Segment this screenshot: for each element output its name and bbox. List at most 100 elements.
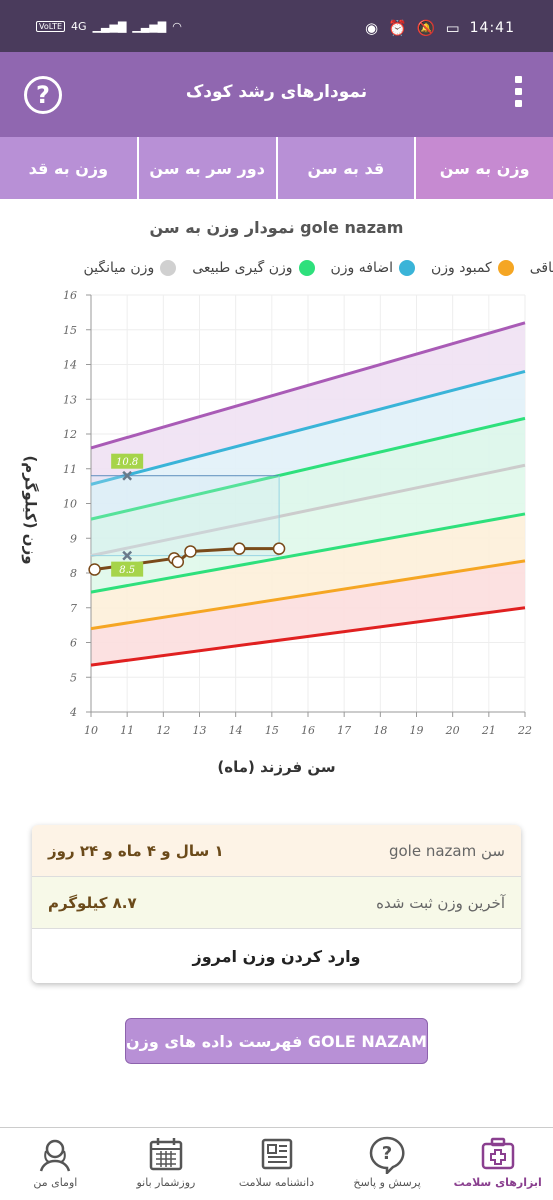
y-tick-label: 11	[63, 463, 77, 476]
series-line	[90, 512, 526, 594]
x-tick-label: 19	[410, 724, 424, 737]
legend-dot-average	[160, 260, 177, 276]
y-tick-label: 15	[63, 324, 77, 337]
newspaper-icon	[261, 1138, 292, 1170]
enter-weight-button[interactable]: وارد کردن وزن امروز	[32, 929, 521, 983]
y-axis-label-text: وزن (کیلوگرم)	[22, 455, 40, 565]
child-weight-point	[171, 555, 185, 569]
x-tick-label: 15	[265, 724, 279, 737]
nav-label: دانشنامه سلامت	[238, 1176, 315, 1189]
x-tick-label: 12	[156, 724, 170, 737]
legend-item-normal: وزن گیری طبیعی	[192, 260, 315, 276]
wifi-icon: ◠	[172, 20, 182, 33]
y-tick-label: 6	[70, 637, 77, 650]
series-line	[90, 369, 526, 486]
y-tick-label: 13	[63, 393, 77, 406]
bottom-nav: ابزارهای سلامت ? پرسش و پاسخ دانشنامه سل…	[0, 1127, 553, 1200]
tab-weight-height[interactable]: وزن به قد	[28, 158, 109, 178]
marker-label: 10.8	[116, 457, 138, 468]
x-tick-label: 10	[84, 724, 98, 737]
signal-icon-2: ▁▃▅▇	[132, 20, 167, 33]
nav-label: روزشمار بانو	[136, 1176, 196, 1189]
y-axis-label: وزن (کیلوگرم)	[11, 455, 51, 565]
legend-label: وزن میانگین	[83, 260, 155, 276]
x-tick-label: 14	[229, 724, 243, 737]
medical-kit-icon	[481, 1137, 514, 1170]
woman-avatar-icon	[40, 1139, 71, 1172]
age-row: سن gole nazam ۱ سال و ۴ ماه و ۲۴ روز	[32, 825, 521, 877]
growth-chart[interactable]: 10 11 12 13 14 15 16 17 18 19 20 21 22 4 5 6 7 8 9 10 11 12 13…	[0, 285, 553, 750]
status-right: ◉ ⏰ 🔕 ▭ 14:41	[365, 19, 515, 37]
question-bubble-icon: ?	[369, 1136, 405, 1174]
app-bar: ? نمودارهای رشد کودک	[0, 52, 553, 137]
chart-band	[91, 513, 525, 629]
x-tick-label: 21	[481, 724, 496, 737]
nav-health-tools[interactable]: ابزارهای سلامت	[442, 1128, 553, 1200]
marker-label: 8.5	[119, 565, 135, 576]
y-tick-label: 4	[69, 706, 77, 719]
legend-dot-underweight	[497, 260, 514, 276]
legend-item-average: وزن میانگین	[83, 260, 177, 276]
child-weight-point	[88, 563, 101, 576]
legend-dot-overweight	[399, 260, 416, 276]
y-tick-label: 8	[70, 567, 77, 580]
nav-label: ابزارهای سلامت	[453, 1176, 542, 1189]
y-tick-label: 12	[63, 428, 77, 441]
nav-label: پرسش و پاسخ	[353, 1176, 421, 1189]
x-tick-label: 20	[445, 724, 460, 737]
tab-weight-age[interactable]: وزن به سن	[414, 137, 553, 199]
x-tick-label: 16	[301, 724, 315, 737]
y-tick-label: 7	[70, 602, 77, 615]
signal-icon: ▁▃▅▇	[92, 20, 127, 33]
series-line	[90, 321, 526, 450]
y-tick-label: 9	[70, 532, 77, 545]
volte-badge: VoLTE	[36, 21, 66, 32]
y-tick-label: 16	[63, 289, 77, 302]
weight-list-button[interactable]: فهرست داده های وزن GOLE NAZAM	[125, 1018, 428, 1064]
nav-calendar[interactable]: روزشمار بانو	[111, 1128, 222, 1200]
nav-profile[interactable]: اومای من	[0, 1128, 111, 1200]
series-line	[90, 463, 526, 558]
network-type: 4G	[71, 20, 87, 33]
x-tick-label: 22	[517, 724, 532, 737]
series-line	[90, 416, 526, 521]
marker-label-bg	[111, 561, 144, 577]
marker-cross	[122, 470, 133, 481]
series-line	[90, 559, 526, 631]
y-tick-label: 5	[70, 671, 77, 684]
age-value: ۱ سال و ۴ ماه و ۲۴ روز	[48, 841, 224, 860]
legend-label: وزن گیری طبیعی	[192, 260, 293, 276]
chart-band	[91, 371, 525, 520]
chart-band	[91, 560, 525, 666]
child-weight-point	[272, 542, 286, 555]
x-tick-label: 18	[373, 724, 387, 737]
status-bar: VoLTE 4G ▁▃▅▇ ▁▃▅▇ ◠ ◉ ⏰ 🔕 ▭ 14:41	[0, 0, 553, 52]
x-tick-label: 13	[193, 724, 207, 737]
page-title: نمودارهای رشد کودک	[185, 82, 368, 102]
legend-label: چاقی	[529, 260, 553, 276]
legend-item-underweight: کمبود وزن	[431, 260, 514, 276]
legend-label: کمبود وزن	[431, 260, 492, 276]
nav-qa[interactable]: ? پرسش و پاسخ	[332, 1128, 443, 1200]
chart-band	[91, 418, 525, 556]
chart-legend: چاقی کمبود وزن اضافه وزن وزن گیری طبیعی …	[0, 260, 553, 284]
y-tick-label: 10	[63, 498, 77, 511]
marker-cross	[122, 550, 133, 561]
x-tick-label: 17	[337, 724, 351, 737]
nav-encyclopedia[interactable]: دانشنامه سلامت	[221, 1128, 332, 1200]
child-weight-line	[94, 547, 280, 572]
help-icon[interactable]: ?	[24, 76, 62, 114]
eye-icon: ◉	[364, 19, 379, 37]
tab-height-age[interactable]: قد به سن	[275, 137, 415, 199]
mute-icon: 🔕	[416, 19, 436, 37]
chart-title: نمودار وزن به سن gole nazam	[149, 218, 404, 237]
marker-label-bg	[111, 453, 144, 469]
age-label: سن gole nazam	[388, 841, 505, 860]
status-left: VoLTE 4G ▁▃▅▇ ▁▃▅▇ ◠	[36, 20, 182, 33]
info-card: سن gole nazam ۱ سال و ۴ ماه و ۲۴ روز آخر…	[32, 825, 521, 983]
calendar-icon	[149, 1138, 183, 1171]
chart-band	[91, 322, 525, 485]
tab-head-age[interactable]: دور سر به سن	[136, 137, 276, 199]
more-menu-icon[interactable]	[513, 76, 523, 112]
svg-text:?: ?	[382, 1143, 392, 1164]
